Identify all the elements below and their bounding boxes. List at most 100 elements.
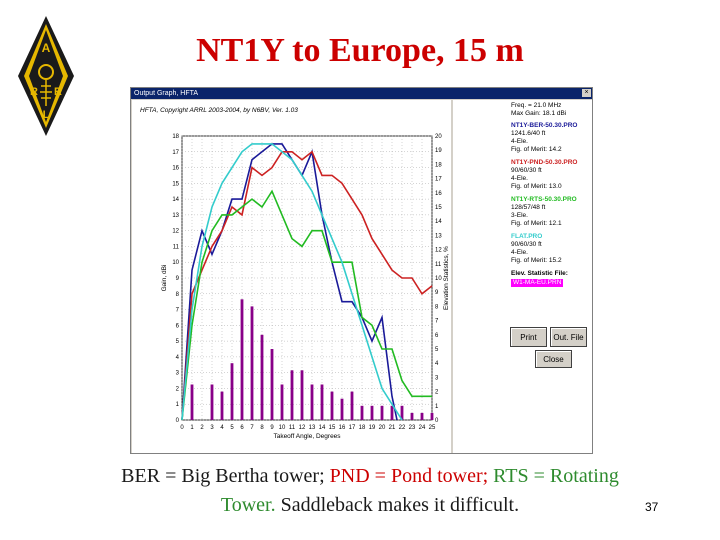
x-tick-label: 18 (359, 425, 366, 431)
elevation-stat-bar (220, 391, 224, 420)
x-axis-label: Takeoff Angle, Degrees (273, 433, 341, 440)
elevation-stat-bar (240, 299, 244, 420)
y-tick-label: 0 (176, 418, 180, 424)
elevation-stat-bar (360, 405, 364, 420)
out-file-button[interactable]: Out. File (550, 327, 587, 347)
max-gain-readout: Max Gain: 18.1 dBi (511, 110, 567, 117)
elevation-stat-bar (190, 384, 194, 420)
x-tick-label: 20 (379, 425, 386, 431)
series-line-3 (181, 189, 432, 421)
elevation-stat-bar (340, 398, 344, 420)
y-tick-label: 15 (172, 181, 179, 187)
x-tick-label: 10 (279, 425, 286, 431)
x-tick-label: 11 (289, 425, 296, 431)
y2-tick-label: 14 (435, 219, 442, 225)
caption-segment-2: PND = Pond tower; (329, 465, 494, 487)
x-tick-label: 13 (309, 425, 316, 431)
antenna-detail: Fig. of Merit: 12.1 (511, 220, 562, 227)
freq-readout: Freq. = 21.0 MHz (511, 102, 562, 109)
elevation-stat-bar (420, 412, 424, 420)
slide-caption: BER = Big Bertha tower; PND = Pond tower… (100, 462, 640, 520)
y2-tick-label: 7 (435, 319, 439, 325)
antenna-detail: 4-Ele. (511, 138, 528, 145)
caption-segment-1: BER = Big Bertha tower; (121, 465, 330, 487)
elevation-stat-bar (260, 334, 264, 420)
x-tick-label: 7 (250, 425, 254, 431)
antenna-detail: 90/60/30 ft (511, 167, 542, 174)
y2-tick-label: 13 (435, 233, 442, 239)
y-tick-label: 17 (172, 150, 179, 156)
close-icon[interactable]: × (582, 89, 591, 97)
antenna-name-1: NT1Y-BER-50.30.PRO (511, 122, 578, 129)
series-line-4 (181, 143, 403, 421)
x-tick-label: 17 (349, 425, 356, 431)
x-tick-label: 9 (270, 425, 274, 431)
print-button[interactable]: Print (510, 327, 547, 347)
y2-tick-label: 11 (435, 262, 442, 268)
antenna-detail: 3-Ele. (511, 212, 528, 219)
y2-tick-label: 20 (435, 134, 442, 140)
x-tick-label: 15 (329, 425, 336, 431)
x-tick-label: 8 (260, 425, 264, 431)
y-tick-label: 12 (172, 229, 179, 235)
series-line-2 (181, 150, 433, 421)
close-button[interactable]: Close (535, 350, 572, 368)
y2-tick-label: 5 (435, 347, 439, 353)
elevation-stat-bar (380, 405, 384, 420)
y2-tick-label: 17 (435, 177, 442, 183)
svg-text:L: L (43, 109, 50, 121)
x-tick-label: 22 (399, 425, 406, 431)
x-tick-label: 4 (220, 425, 224, 431)
x-tick-label: 16 (339, 425, 346, 431)
elevation-stat-bar (350, 391, 354, 420)
x-tick-label: 6 (240, 425, 244, 431)
elevation-stat-bar (250, 306, 254, 420)
plot-area: HFTA, Copyright ARRL 2003-2004, by N6BV,… (132, 100, 451, 453)
elevation-stat-bar (270, 349, 274, 420)
antenna-detail: 128/57/48 ft (511, 204, 546, 211)
elev-file-name[interactable]: W1-MA-EU.PRN (511, 279, 564, 287)
x-tick-label: 12 (299, 425, 306, 431)
x-tick-label: 25 (429, 425, 436, 431)
antenna-detail: Fig. of Merit: 13.0 (511, 183, 562, 190)
arrl-logo: A R R L (18, 16, 74, 136)
legend-panel: Freq. = 21.0 MHz Max Gain: 18.1 dBi NT1Y-B… (453, 100, 592, 453)
y-tick-label: 4 (176, 355, 180, 361)
slide-title: NT1Y to Europe, 15 m (196, 32, 524, 69)
elevation-stat-bar (400, 405, 404, 420)
y-tick-label: 13 (172, 213, 179, 219)
window-title: Output Graph, HFTA (134, 90, 199, 97)
x-tick-label: 19 (369, 425, 376, 431)
x-tick-label: 24 (419, 425, 426, 431)
elevation-stat-bar (290, 370, 294, 420)
y-tick-label: 6 (176, 323, 180, 329)
elevation-stat-bar (300, 370, 304, 420)
output-graph-window: Output Graph, HFTA × HFTA, Copyright ARR… (130, 87, 593, 454)
x-tick-label: 23 (409, 425, 416, 431)
antenna-name-4: FLAT.PRO (511, 233, 543, 240)
y2-tick-label: 2 (435, 390, 439, 396)
svg-text:R: R (54, 86, 62, 98)
y2-tick-label: 19 (435, 148, 442, 154)
elevation-stat-bar (370, 405, 374, 420)
y2-tick-label: 3 (435, 375, 439, 381)
y2-tick-label: 6 (435, 333, 439, 339)
y2-tick-label: 4 (435, 361, 439, 367)
x-tick-label: 14 (319, 425, 326, 431)
antenna-detail: Fig. of Merit: 15.2 (511, 257, 562, 264)
y2-tick-label: 1 (435, 404, 439, 410)
y-tick-label: 10 (172, 260, 179, 266)
y-tick-label: 11 (173, 244, 180, 250)
y2-tick-label: 9 (435, 290, 439, 296)
y2-tick-label: 15 (435, 205, 442, 211)
x-tick-label: 0 (180, 425, 184, 431)
y2-tick-label: 10 (435, 276, 442, 282)
svg-text:R: R (30, 86, 38, 98)
antenna-detail: 1241.6/40 ft (511, 130, 546, 137)
elevation-stat-bar (390, 405, 394, 420)
antenna-detail: 4-Ele. (511, 249, 528, 256)
y2-tick-label: 12 (435, 248, 442, 254)
antenna-detail: Fig. of Merit: 14.2 (511, 146, 562, 153)
window-titlebar: Output Graph, HFTA × (131, 88, 592, 99)
y2-tick-label: 18 (435, 162, 442, 168)
